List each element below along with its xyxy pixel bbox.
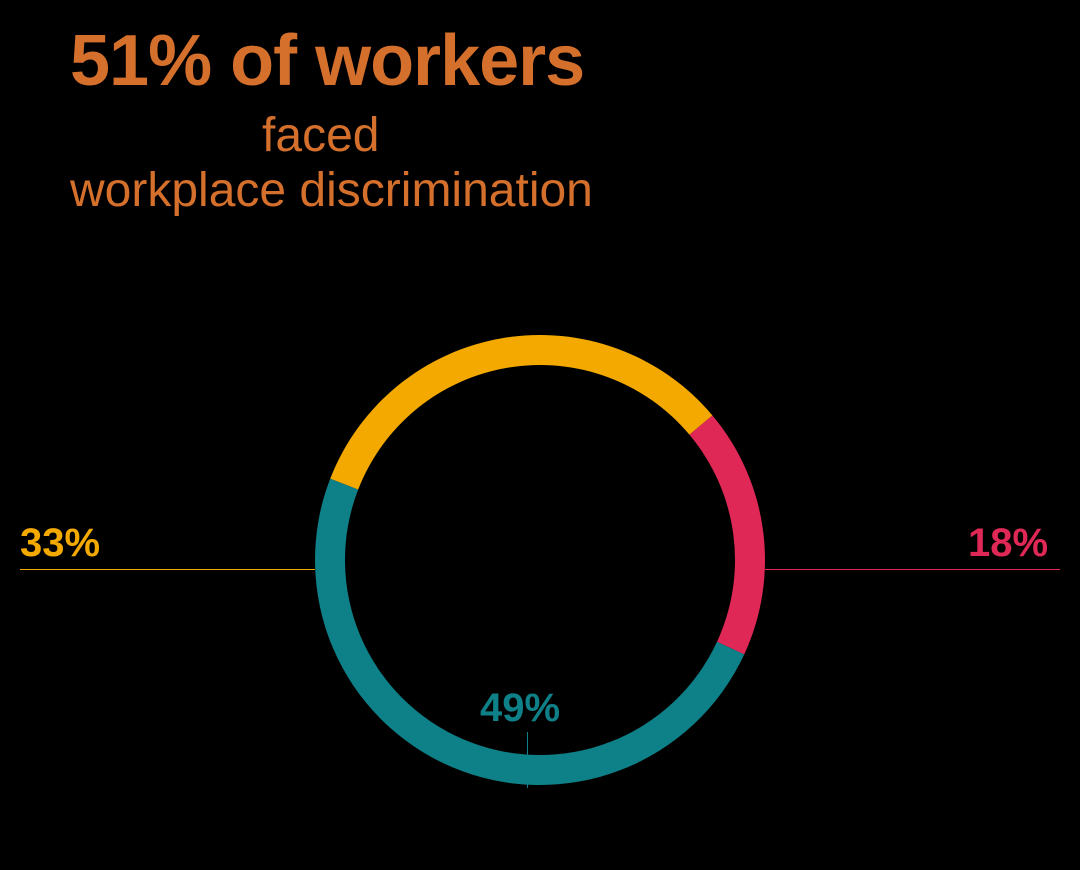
- title-word-0: with HIV: [70, 109, 262, 162]
- callout-line-right: [765, 569, 1060, 570]
- title-word-1: faced: [262, 109, 393, 162]
- donut-slice: [330, 335, 712, 489]
- title-subline: with HIV faced at least one form of work…: [70, 108, 950, 218]
- title-word-2: at least one form of: [393, 109, 804, 162]
- infographic-root: 51% of workers with HIV faced at least o…: [0, 0, 1080, 870]
- donut-slice: [315, 479, 744, 785]
- callout-tick-bottom: [527, 732, 528, 788]
- callout-label-right: 18%: [968, 521, 1048, 566]
- title-headline: 51% of workers: [70, 20, 1010, 102]
- callout-label-bottom: 49%: [480, 686, 560, 731]
- title-block: 51% of workers with HIV faced at least o…: [70, 20, 1010, 218]
- title-word-3: workplace discrimination: [70, 164, 593, 217]
- callout-line-left: [20, 569, 315, 570]
- donut-slice: [689, 415, 765, 654]
- callout-label-left: 33%: [20, 521, 100, 566]
